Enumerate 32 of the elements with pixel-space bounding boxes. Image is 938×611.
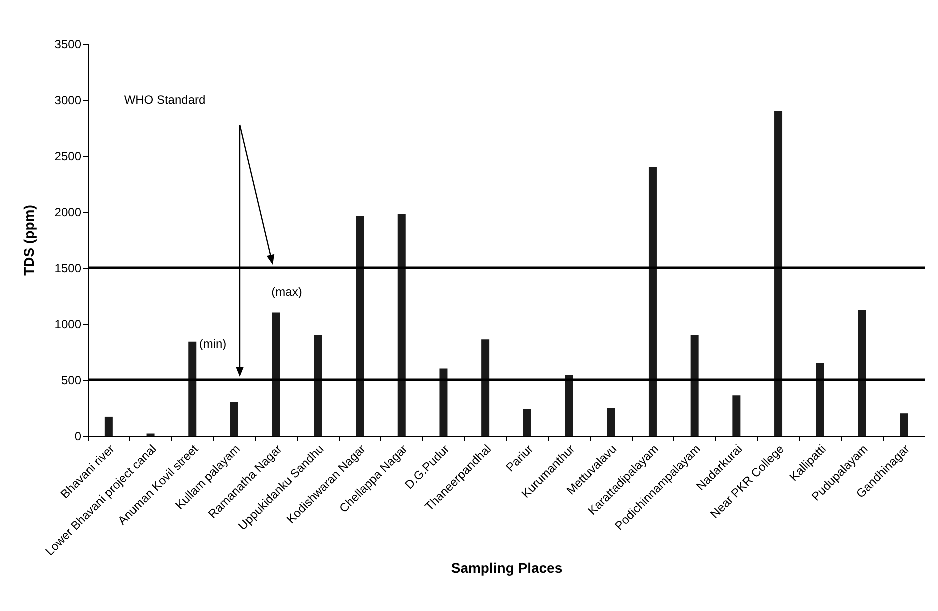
y-axis-title: TDS (ppm) <box>20 205 37 276</box>
y-tick-label: 3500 <box>54 38 82 52</box>
bar <box>774 111 783 436</box>
y-tick-label: 0 <box>74 430 82 444</box>
bar <box>356 216 364 436</box>
bar <box>482 340 490 436</box>
bar <box>816 363 824 436</box>
y-tick-label: 1000 <box>54 318 82 332</box>
annotation: WHO Standard <box>124 93 206 107</box>
y-tick-label: 1500 <box>54 262 82 276</box>
bar <box>230 402 238 436</box>
bar <box>523 409 532 436</box>
bar <box>272 312 280 436</box>
bar <box>104 416 113 436</box>
bar <box>440 368 448 436</box>
ref-line-label: (min) <box>199 337 227 351</box>
ref-line-label: (max) <box>272 285 302 299</box>
bar <box>188 342 197 436</box>
y-tick-label: 3000 <box>54 94 82 108</box>
bar <box>732 396 741 436</box>
bar <box>565 376 574 436</box>
bar <box>858 310 866 436</box>
bar <box>900 414 908 436</box>
bar <box>398 214 406 436</box>
bar <box>314 335 322 436</box>
bar <box>690 335 699 436</box>
x-axis-title: Sampling Places <box>451 560 563 576</box>
bar <box>607 408 616 436</box>
bar <box>648 167 657 436</box>
y-tick-label: 500 <box>61 374 82 388</box>
y-tick-label: 2000 <box>54 206 82 220</box>
y-tick-label: 2500 <box>54 150 82 164</box>
